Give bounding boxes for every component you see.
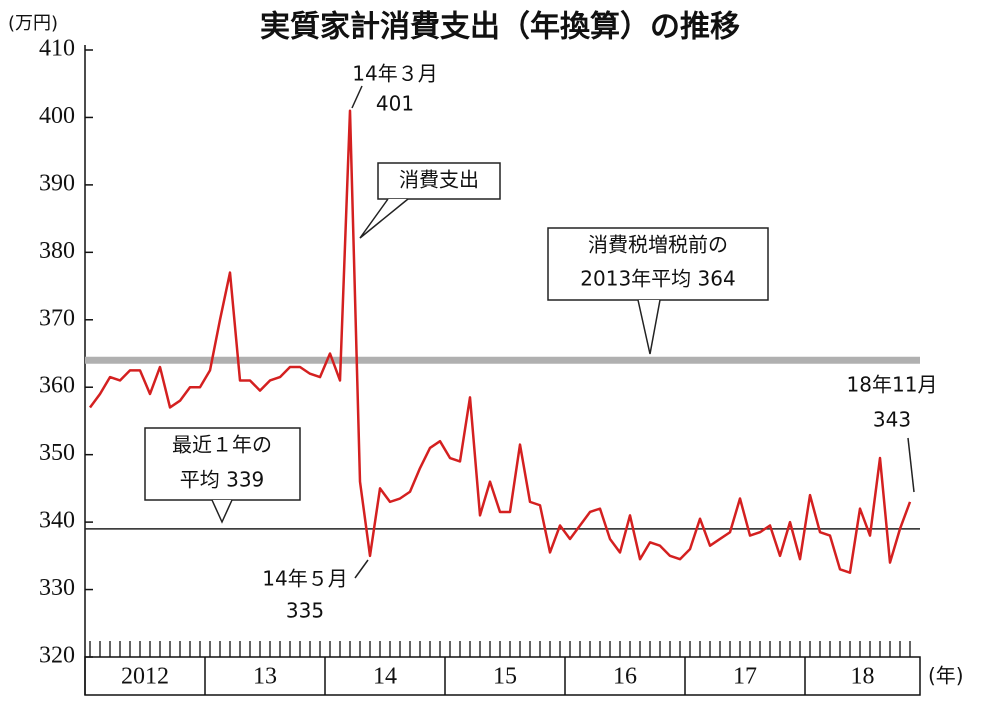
x-tick-label: 18 (851, 664, 875, 690)
leader-line (354, 559, 369, 579)
y-tick-label: 330 (39, 575, 75, 601)
annotation-text: 401 (376, 92, 414, 116)
callout-box (547, 227, 769, 301)
x-tick-label: 13 (253, 664, 277, 690)
annotation-text: 18年11月 (847, 373, 938, 397)
y-tick-label: 410 (39, 36, 75, 62)
callout-box (144, 427, 301, 501)
x-tick-label: 16 (613, 664, 637, 690)
y-tick-label: 400 (39, 103, 75, 129)
y-tick-label: 350 (39, 440, 75, 466)
x-tick-label: 2012 (121, 664, 169, 690)
leader-line (351, 85, 363, 109)
annotation-text: 消費支出 (399, 168, 479, 192)
x-tick-label: 17 (733, 664, 757, 690)
x-tick-label: 15 (493, 664, 517, 690)
y-tick-label: 390 (39, 170, 75, 196)
annotation-text: 335 (286, 599, 324, 623)
callout-pointer (211, 499, 233, 524)
y-tick-label: 370 (39, 305, 75, 331)
x-axis-band (84, 656, 921, 696)
x-unit: (年) (928, 664, 964, 688)
annotation-text: 平均 339 (180, 468, 265, 492)
callout-pointer (637, 299, 661, 355)
y-tick-label: 380 (39, 238, 75, 264)
y-unit: (万円) (8, 13, 58, 34)
callout-box (377, 162, 501, 200)
annotation-text: 343 (873, 408, 911, 432)
annotation-text: 2013年平均 364 (580, 267, 735, 291)
annotation-text: 最近１年の (172, 433, 272, 457)
chart-title: 実質家計消費支出（年換算）の推移 (260, 10, 740, 45)
y-tick-label: 360 (39, 373, 75, 399)
data-line (88, 109, 912, 574)
leader-line (907, 437, 915, 493)
annotation-text: 14年５月 (262, 567, 347, 591)
callout-pointer (359, 198, 409, 239)
x-tick-label: 14 (373, 664, 397, 690)
y-tick-label: 320 (39, 643, 75, 669)
y-tick-label: 340 (39, 508, 75, 534)
annotation-text: 14年３月 (352, 62, 437, 86)
annotation-text: 消費税増税前の (588, 233, 728, 257)
